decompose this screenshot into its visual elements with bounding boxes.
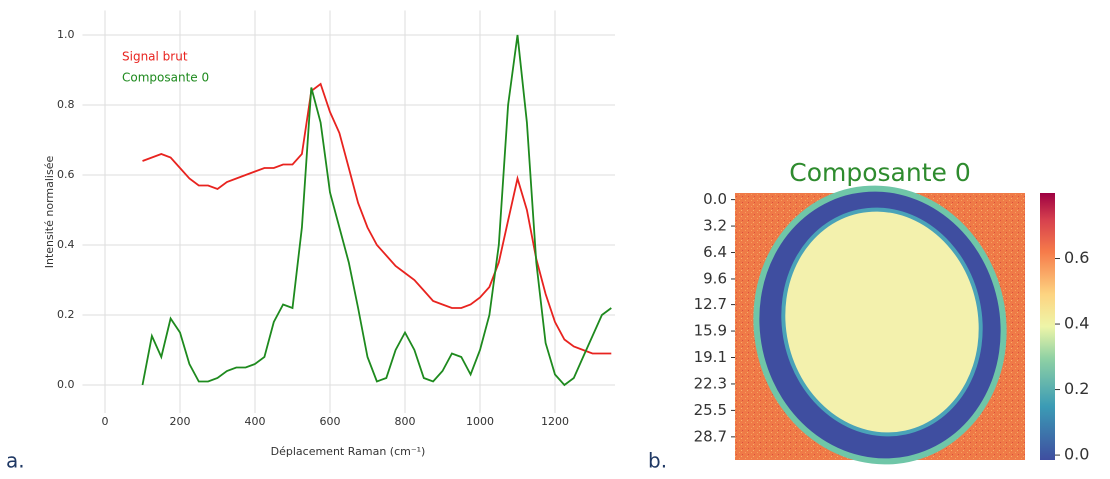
x-tick-label: 0 — [102, 415, 109, 428]
y-tick-label: 15.9 — [694, 322, 727, 340]
y-tick-label: 0.0 — [703, 190, 727, 208]
y-tick-label: 12.7 — [694, 295, 727, 313]
colorbar-tick-label: 0.4 — [1064, 314, 1089, 333]
y-tick-label: 0.2 — [57, 308, 75, 321]
x-tick-label: 800 — [395, 415, 416, 428]
y-tick-label: 22.3 — [694, 374, 727, 392]
heatmap-image — [735, 185, 1055, 465]
y-tick-label: 19.1 — [694, 348, 727, 366]
colorbar-tick-label: 0.6 — [1064, 248, 1089, 267]
y-tick-label: 1.0 — [57, 28, 75, 41]
y-tick-label: 0.8 — [57, 98, 75, 111]
legend-entry: Composante 0 — [122, 71, 209, 85]
line-series — [141, 34, 612, 387]
panel-label: b. — [648, 449, 667, 473]
y-tick-label: 3.2 — [703, 217, 727, 235]
line-series — [142, 82, 612, 355]
y-tick-label: 6.4 — [703, 243, 727, 261]
y-tick-label: 0.4 — [57, 238, 75, 251]
colorbar-tick-label: 0.0 — [1064, 445, 1089, 464]
y-tick-label: 28.7 — [694, 427, 727, 445]
x-tick-label: 1200 — [541, 415, 569, 428]
x-tick-label: 600 — [320, 415, 341, 428]
panel-label: a. — [6, 449, 25, 473]
x-tick-label: 1000 — [466, 415, 494, 428]
x-tick-label: 400 — [245, 415, 266, 428]
y-axis-label: Intensité normalisée — [43, 156, 56, 269]
y-tick-label: 25.5 — [694, 401, 727, 419]
chart-title: Composante 0 — [789, 158, 971, 187]
y-tick-label: 0.6 — [57, 168, 75, 181]
y-tick-label: 9.6 — [703, 269, 727, 287]
legend-entry: Signal brut — [122, 50, 188, 64]
y-tick-label: 0.0 — [57, 378, 75, 391]
x-axis-label: Déplacement Raman (cm⁻¹) — [271, 445, 426, 458]
colorbar-tick-label: 0.2 — [1064, 379, 1089, 398]
x-tick-label: 200 — [170, 415, 191, 428]
